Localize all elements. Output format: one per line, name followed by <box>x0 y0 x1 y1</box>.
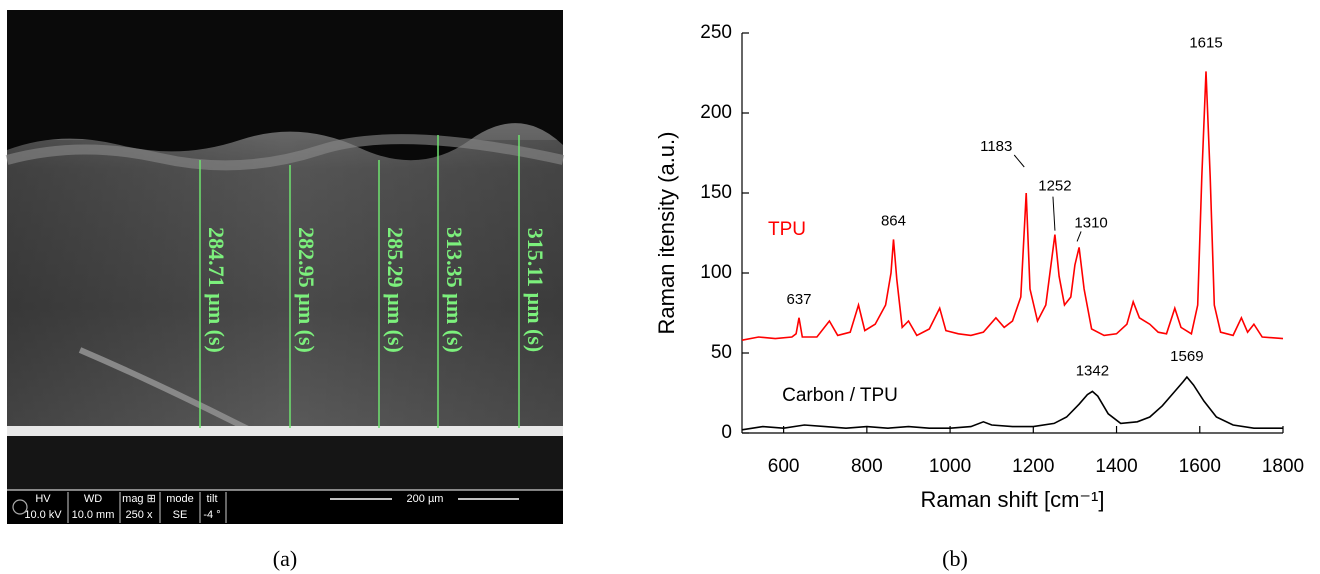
info-value: 250 x <box>126 509 153 521</box>
peak-leader <box>1076 231 1082 242</box>
measure-label: 285.29 µm (s) <box>383 227 408 353</box>
y-tick-label: 250 <box>700 22 732 43</box>
sem-lower <box>7 436 563 490</box>
y-axis-label: Raman itensity (a.u.) <box>654 132 679 335</box>
scale-bar-label: 200 µm <box>407 493 444 505</box>
peak-leader <box>1052 196 1056 231</box>
info-header: HV <box>35 493 51 505</box>
info-header: mode <box>166 493 194 505</box>
series-label: Carbon / TPU <box>782 385 898 406</box>
peak-label: 1342 <box>1076 362 1109 379</box>
x-tick-label: 1000 <box>929 456 971 477</box>
info-value: -4 ° <box>203 509 220 521</box>
peak-label: 1569 <box>1170 348 1203 365</box>
x-tick-label: 1600 <box>1179 456 1221 477</box>
info-value: SE <box>173 509 188 521</box>
raman-chart: 0 50 100 150 200 250 600 800 1000 1200 1400 1600 180… <box>654 22 1304 571</box>
y-tick-label: 0 <box>721 422 732 443</box>
y-tick-label: 100 <box>700 262 732 283</box>
panel-caption: (a) <box>273 546 297 571</box>
panel-caption: (b) <box>942 546 968 571</box>
info-value: 10.0 mm <box>72 509 115 521</box>
peak-label: 1615 <box>1189 34 1222 51</box>
peak-label: 1252 <box>1038 178 1071 195</box>
y-tick-label: 150 <box>700 182 732 203</box>
y-tick-label: 200 <box>700 102 732 123</box>
sem-annotations: 284.71 µm (s) 282.95 µm (s) 285.29 µm (s) 3… <box>12 135 548 571</box>
x-tick-label: 1200 <box>1012 456 1054 477</box>
measure-label: 282.95 µm (s) <box>294 227 319 353</box>
series-line <box>741 71 1284 341</box>
peak-label: 864 <box>881 212 906 229</box>
x-tick-label: 1800 <box>1262 456 1304 477</box>
info-header: tilt <box>207 493 218 505</box>
measure-label: 284.71 µm (s) <box>204 227 229 353</box>
info-header: WD <box>84 493 102 505</box>
info-value: 10.0 kV <box>24 509 62 521</box>
peak-label: 1183 <box>980 138 1012 155</box>
peak-label: 1310 <box>1074 214 1107 231</box>
series-line <box>741 375 1283 431</box>
fiber-rough-top <box>5 134 565 171</box>
x-tick-label: 800 <box>851 456 883 477</box>
info-header: mag ⊞ <box>122 493 156 505</box>
x-tick-label: 600 <box>768 456 800 477</box>
y-tick-label: 50 <box>711 342 732 363</box>
fiber-shade <box>7 140 563 430</box>
measure-label: 315.11 µm (s) <box>523 228 548 353</box>
info-logo <box>12 499 28 515</box>
fiber-edge <box>7 426 563 436</box>
peak-leader <box>1013 154 1025 168</box>
sem-image <box>5 10 565 524</box>
peak-label: 637 <box>786 291 811 308</box>
x-axis-label: Raman shift [cm⁻¹] <box>921 487 1105 512</box>
x-tick-label: 1400 <box>1095 456 1137 477</box>
series-label: TPU <box>768 219 806 240</box>
info-bar <box>7 490 563 524</box>
measure-label: 313.35 µm (s) <box>442 227 467 353</box>
